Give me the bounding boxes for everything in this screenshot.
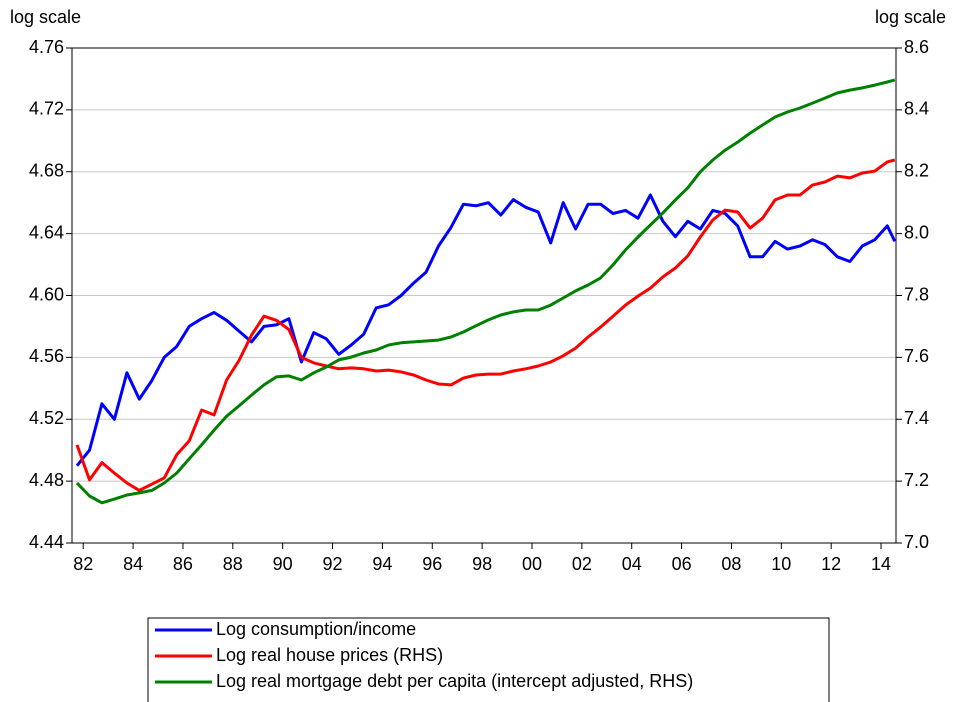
x-tick-label: 84 <box>123 554 143 574</box>
y-tick-label: 4.68 <box>29 161 64 181</box>
x-tick-label: 02 <box>572 554 592 574</box>
x-tick-label: 92 <box>323 554 343 574</box>
y-tick-label: 4.44 <box>29 532 64 552</box>
plot-frame <box>71 47 897 544</box>
x-tick-label: 86 <box>173 554 193 574</box>
x-tick-label: 04 <box>622 554 642 574</box>
legend-label: Log real house prices (RHS) <box>216 645 443 665</box>
legend-box <box>147 617 830 702</box>
y2-tick-label: 8.4 <box>904 99 929 119</box>
y-tick-label: 4.64 <box>29 222 64 242</box>
y2-tick-label: 7.2 <box>904 470 929 490</box>
y-tick-label: 4.48 <box>29 470 64 490</box>
y-tick-label: 4.72 <box>29 99 64 119</box>
series-line <box>75 78 896 505</box>
x-tick-label: 14 <box>871 554 891 574</box>
y-tick-label: 4.52 <box>29 408 64 428</box>
y2-axis-label: log scale <box>875 7 946 27</box>
x-tick-label: 00 <box>522 554 542 574</box>
y2-tick-label: 7.6 <box>904 346 929 366</box>
series-line <box>75 158 896 492</box>
x-tick-label: 94 <box>372 554 392 574</box>
x-tick-label: 12 <box>821 554 841 574</box>
x-tick-label: 88 <box>223 554 243 574</box>
y2-tick-label: 8.2 <box>904 161 929 181</box>
y-tick-label: 4.76 <box>29 37 64 57</box>
y2-tick-label: 7.0 <box>904 532 929 552</box>
x-tick-label: 06 <box>672 554 692 574</box>
y2-tick-label: 7.8 <box>904 284 929 304</box>
y-tick-label: 4.60 <box>29 284 64 304</box>
x-tick-label: 90 <box>273 554 293 574</box>
y2-tick-label: 7.4 <box>904 408 929 428</box>
legend-label: Log consumption/income <box>216 619 416 639</box>
x-tick-label: 10 <box>771 554 791 574</box>
y-tick-label: 4.56 <box>29 346 64 366</box>
x-tick-label: 98 <box>472 554 492 574</box>
x-tick-label: 82 <box>73 554 93 574</box>
x-tick-label: 08 <box>721 554 741 574</box>
legend-label: Log real mortgage debt per capita (inter… <box>216 671 693 691</box>
x-tick-label: 96 <box>422 554 442 574</box>
y2-tick-label: 8.0 <box>904 222 929 242</box>
y-axis-label: log scale <box>10 7 81 27</box>
series-line <box>75 193 897 467</box>
y2-tick-label: 8.6 <box>904 37 929 57</box>
